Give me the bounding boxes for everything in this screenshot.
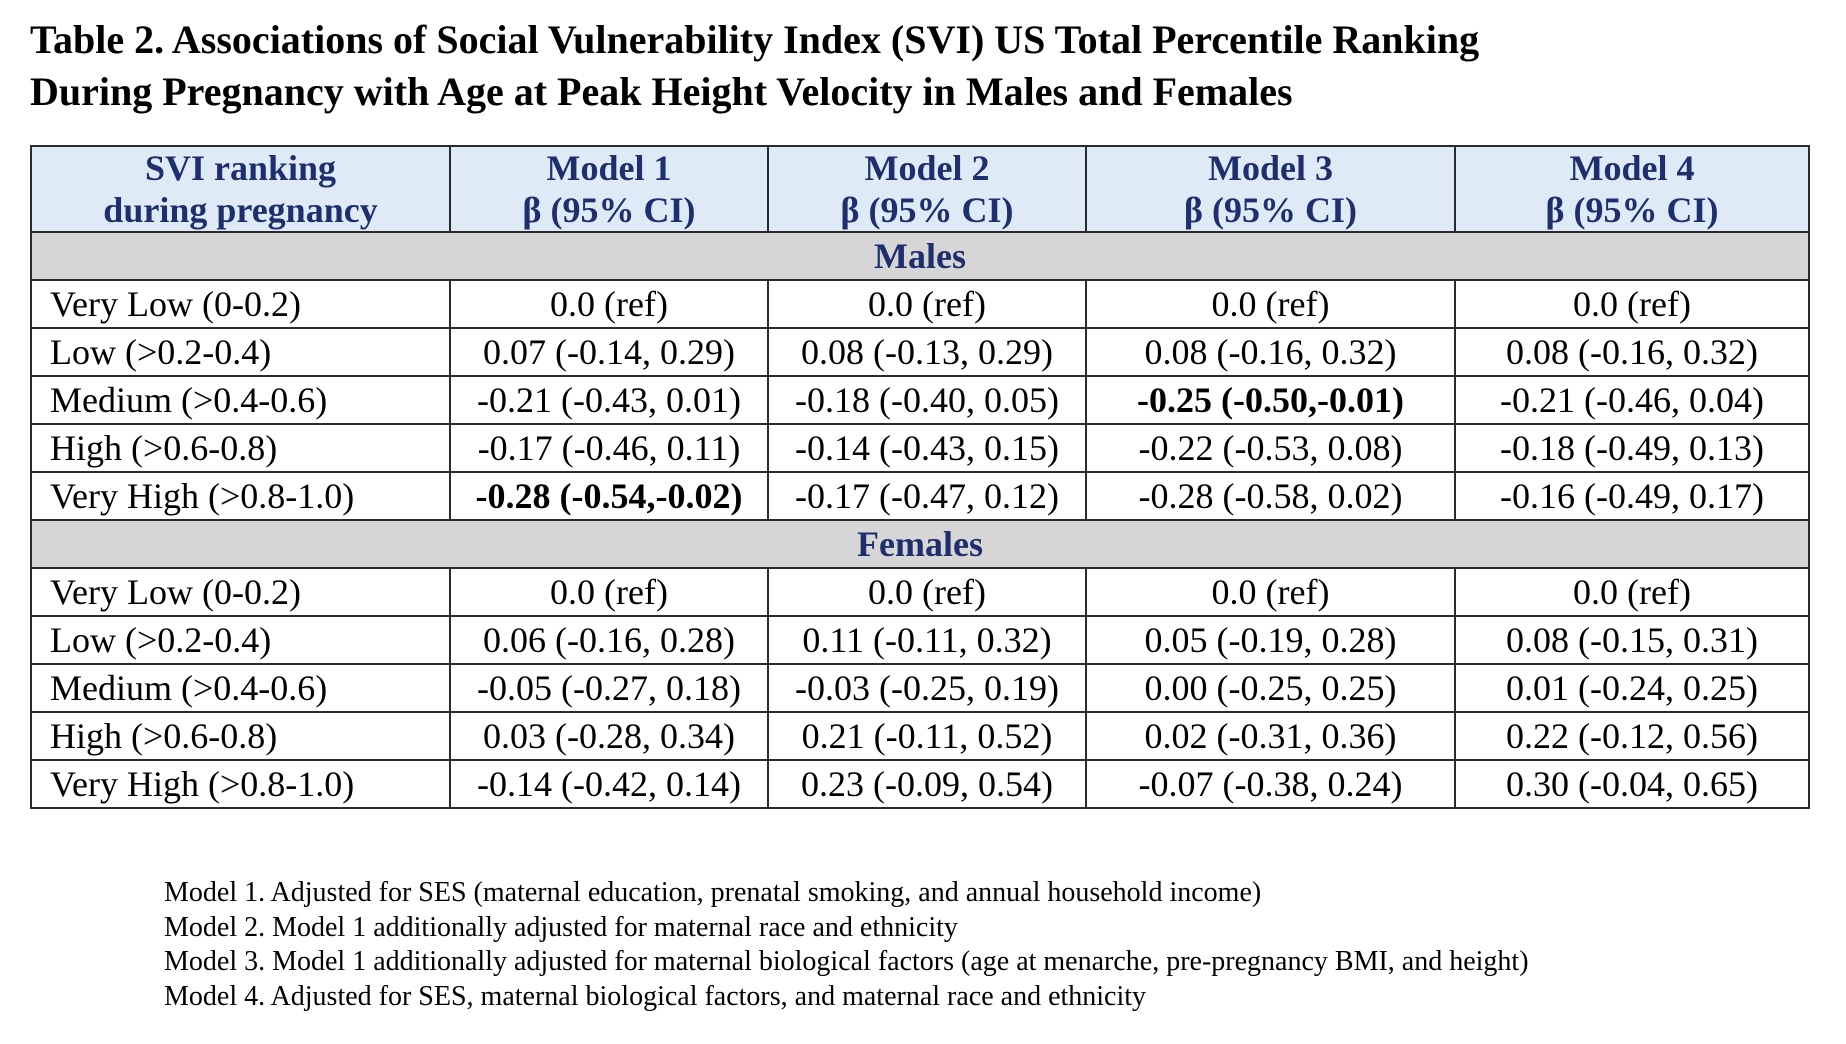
header-model-2: Model 2 β (95% CI) [767, 145, 1087, 233]
table-row: Medium (>0.4-0.6) -0.05 (-0.27, 0.18) -0.0… [30, 663, 1810, 713]
estimate-cell-model-2: -0.03 (-0.25, 0.19) [767, 663, 1087, 713]
section-header-females: Females [30, 519, 1810, 569]
table-row: Low (>0.2-0.4) 0.06 (-0.16, 0.28) 0.11 (-0… [30, 615, 1810, 665]
estimate-cell-model-2: 0.0 (ref) [767, 567, 1087, 617]
table-title: Table 2. Associations of Social Vulnerab… [30, 14, 1810, 118]
table-body: Males Very Low (0-0.2) 0.0 (ref) 0.0 (ref) 0… [30, 231, 1810, 809]
estimate-cell-model-3: 0.00 (-0.25, 0.25) [1085, 663, 1456, 713]
estimate-cell-model-1: 0.03 (-0.28, 0.34) [449, 711, 769, 761]
estimate-cell-model-3: 0.02 (-0.31, 0.36) [1085, 711, 1456, 761]
note-model-1: Model 1. Adjusted for SES (maternal educ… [164, 877, 1262, 908]
table-row: Very Low (0-0.2) 0.0 (ref) 0.0 (ref) 0.0 (r… [30, 567, 1810, 617]
estimate-cell-model-2: 0.11 (-0.11, 0.32) [767, 615, 1087, 665]
estimate-cell-model-4: 0.0 (ref) [1454, 567, 1810, 617]
estimate-cell-model-2: 0.23 (-0.09, 0.54) [767, 759, 1087, 809]
estimate-cell-model-4: 0.22 (-0.12, 0.56) [1454, 711, 1810, 761]
table-title-line-2: During Pregnancy with Age at Peak Height… [30, 69, 1293, 114]
estimate-cell-model-3: -0.07 (-0.38, 0.24) [1085, 759, 1456, 809]
estimate-cell-model-1: -0.28 (-0.54,-0.02) [449, 471, 769, 521]
estimate-cell-model-4: -0.21 (-0.46, 0.04) [1454, 375, 1810, 425]
row-label: High (>0.6-0.8) [30, 423, 451, 473]
estimate-cell-model-4: 0.08 (-0.15, 0.31) [1454, 615, 1810, 665]
section-header-males: Males [30, 231, 1810, 281]
row-label: Low (>0.2-0.4) [30, 327, 451, 377]
estimate-cell-model-4: -0.16 (-0.49, 0.17) [1454, 471, 1810, 521]
note-model-4: Model 4. Adjusted for SES, maternal biol… [164, 980, 1147, 1012]
estimate-cell-model-1: -0.14 (-0.42, 0.14) [449, 759, 769, 809]
estimate-cell-model-1: 0.0 (ref) [449, 279, 769, 329]
estimate-cell-model-2: -0.17 (-0.47, 0.12) [767, 471, 1087, 521]
estimate-cell-model-1: -0.21 (-0.43, 0.01) [449, 375, 769, 425]
table-row: Very Low (0-0.2) 0.0 (ref) 0.0 (ref) 0.0 (r… [30, 279, 1810, 329]
estimate-cell-model-1: 0.0 (ref) [449, 567, 769, 617]
estimate-cell-model-3: -0.22 (-0.53, 0.08) [1085, 423, 1456, 473]
table-row: Very High (>0.8-1.0) -0.14 (-0.42, 0.14) 0… [30, 759, 1810, 809]
estimate-cell-model-3: 0.05 (-0.19, 0.28) [1085, 615, 1456, 665]
header-model-3: Model 3 β (95% CI) [1085, 145, 1456, 233]
section-label: Females [30, 519, 1810, 569]
svi-association-table: SVI ranking during pregnancy Model 1 β (… [30, 145, 1810, 809]
row-label: Very Low (0-0.2) [30, 279, 451, 329]
row-label: Low (>0.2-0.4) [30, 615, 451, 665]
table-row: High (>0.6-0.8) 0.03 (-0.28, 0.34) 0.21 (-… [30, 711, 1810, 761]
estimate-cell-model-4: 0.0 (ref) [1454, 279, 1810, 329]
section-label: Males [30, 231, 1810, 281]
header-svi-ranking: SVI ranking during pregnancy [30, 145, 451, 233]
estimate-cell-model-3: 0.0 (ref) [1085, 567, 1456, 617]
header-model-1: Model 1 β (95% CI) [449, 145, 769, 233]
estimate-cell-model-1: 0.06 (-0.16, 0.28) [449, 615, 769, 665]
estimate-cell-model-3: 0.08 (-0.16, 0.32) [1085, 327, 1456, 377]
table-row: Low (>0.2-0.4) 0.07 (-0.14, 0.29) 0.08 (-0… [30, 327, 1810, 377]
table-notes: Model 1. Adjusted for SES (maternal educ… [164, 876, 1529, 1014]
estimate-cell-model-3: 0.0 (ref) [1085, 279, 1456, 329]
table-row: High (>0.6-0.8) -0.17 (-0.46, 0.11) -0.14 … [30, 423, 1810, 473]
row-label: Very Low (0-0.2) [30, 567, 451, 617]
row-label: Very High (>0.8-1.0) [30, 471, 451, 521]
note-model-2: Model 2. Model 1 additionally adjusted f… [164, 911, 958, 943]
estimate-cell-model-2: 0.08 (-0.13, 0.29) [767, 327, 1087, 377]
table-title-line-1: Table 2. Associations of Social Vulnerab… [30, 17, 1480, 62]
table-row: Medium (>0.4-0.6) -0.21 (-0.43, 0.01) -0.1… [30, 375, 1810, 425]
row-label: Very High (>0.8-1.0) [30, 759, 451, 809]
table-row: Very High (>0.8-1.0) -0.28 (-0.54,-0.02) -… [30, 471, 1810, 521]
estimate-cell-model-2: -0.14 (-0.43, 0.15) [767, 423, 1087, 473]
estimate-cell-model-3: -0.28 (-0.58, 0.02) [1085, 471, 1456, 521]
estimate-cell-model-4: 0.01 (-0.24, 0.25) [1454, 663, 1810, 713]
estimate-cell-model-1: 0.07 (-0.14, 0.29) [449, 327, 769, 377]
estimate-cell-model-4: -0.18 (-0.49, 0.13) [1454, 423, 1810, 473]
estimate-cell-model-2: 0.21 (-0.11, 0.52) [767, 711, 1087, 761]
header-model-4: Model 4 β (95% CI) [1454, 145, 1810, 233]
estimate-cell-model-4: 0.08 (-0.16, 0.32) [1454, 327, 1810, 377]
note-model-3: Model 3. Model 1 additionally adjusted f… [164, 946, 1529, 977]
estimate-cell-model-2: -0.18 (-0.40, 0.05) [767, 375, 1087, 425]
estimate-cell-model-4: 0.30 (-0.04, 0.65) [1454, 759, 1810, 809]
estimate-cell-model-1: -0.05 (-0.27, 0.18) [449, 663, 769, 713]
estimate-cell-model-2: 0.0 (ref) [767, 279, 1087, 329]
row-label: High (>0.6-0.8) [30, 711, 451, 761]
estimate-cell-model-3: -0.25 (-0.50,-0.01) [1085, 375, 1456, 425]
header-row: SVI ranking during pregnancy Model 1 β (… [30, 145, 1810, 233]
row-label: Medium (>0.4-0.6) [30, 375, 451, 425]
estimate-cell-model-1: -0.17 (-0.46, 0.11) [449, 423, 769, 473]
row-label: Medium (>0.4-0.6) [30, 663, 451, 713]
